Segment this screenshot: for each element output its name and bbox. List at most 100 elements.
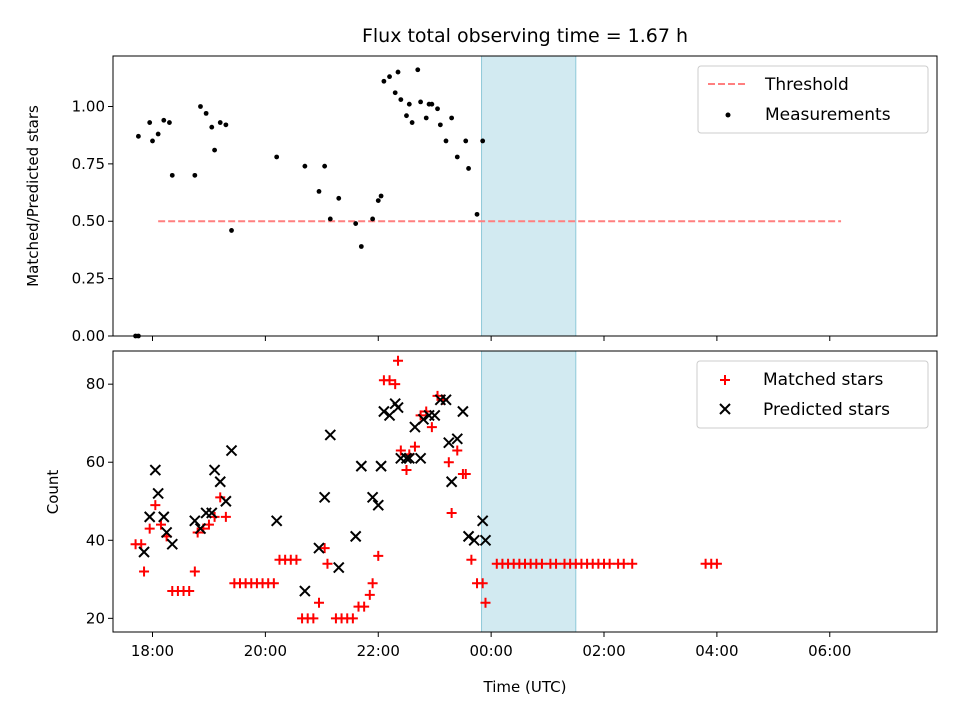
y-tick-label: 80	[86, 375, 105, 393]
matched-star-point	[359, 601, 370, 612]
predicted-star-point	[138, 546, 150, 558]
y-tick-label: 60	[86, 453, 105, 471]
matched-star-point	[446, 507, 457, 518]
measurement-point	[150, 138, 155, 144]
ratio-y-axis-label: Matched/Predicted stars	[24, 105, 42, 287]
measurement-point	[135, 133, 141, 139]
matched-star-point	[452, 445, 463, 456]
measurement-point	[429, 101, 435, 107]
matched-star-point	[395, 445, 406, 456]
predicted-star-point	[417, 413, 430, 426]
predicted-star-point	[400, 452, 413, 465]
matched-star-point	[308, 613, 319, 624]
matched-star-point	[551, 558, 562, 569]
measurement-point	[387, 74, 392, 80]
predicted-star-point	[333, 561, 345, 574]
x-tick-label: 18:00	[131, 642, 174, 660]
matched-star-point	[426, 422, 437, 433]
legend-predicted-swatch	[719, 403, 731, 415]
x-axis-label: Time (UTC)	[483, 678, 567, 696]
counts-y-ticks: 20 40 60 80	[86, 375, 113, 627]
predicted-star-point	[440, 394, 452, 406]
predicted-star-point	[166, 538, 178, 550]
matched-star-point	[139, 566, 150, 577]
predicted-star-point	[158, 511, 170, 523]
x-tick-label: 06:00	[808, 642, 851, 660]
measurement-point	[229, 228, 234, 233]
measurement-point	[415, 67, 421, 73]
matched-star-point	[390, 379, 401, 390]
matched-star-point	[443, 457, 454, 468]
measurement-point	[327, 216, 333, 222]
measurement-point	[435, 106, 440, 112]
predicted-star-point	[457, 405, 469, 418]
measurement-point	[409, 120, 415, 125]
predicted-star-point	[349, 530, 362, 543]
chart-title: Flux total observing time = 1.67 h	[362, 25, 688, 47]
matched-star-point	[627, 558, 638, 569]
predicted-star-point	[225, 444, 238, 457]
predicted-star-point	[414, 452, 427, 465]
matched-star-point	[618, 558, 629, 569]
legend-measurements-label: Measurements	[765, 105, 891, 125]
matched-star-point	[536, 558, 547, 569]
matched-star-point	[220, 511, 231, 522]
ratio-legend-box	[697, 65, 929, 134]
ratio-series	[133, 67, 842, 339]
ratio-x-ticks	[152, 336, 831, 341]
x-tick-label: 22:00	[357, 642, 400, 660]
predicted-star-point	[462, 530, 475, 543]
measurement-point	[147, 120, 153, 125]
observing-window-span-bottom	[481, 350, 577, 633]
matched-star-point	[136, 539, 147, 550]
counts-axes-frame	[112, 350, 938, 633]
predicted-star-point	[403, 452, 416, 465]
counts-legend: Matched stars Predicted stars	[696, 360, 929, 429]
y-tick-label: 0.25	[72, 270, 105, 288]
y-tick-label: 1.00	[72, 97, 105, 115]
legend-predicted-label: Predicted stars	[763, 400, 890, 420]
predicted-star-point	[428, 409, 441, 422]
counts-panel: 20 40 60 80 18:00 20:00 22:00 00:00 02:00 04:00 0…	[44, 350, 938, 696]
legend-threshold-label: Threshold	[764, 75, 849, 95]
predicted-star-point	[451, 433, 463, 445]
measurement-point	[358, 244, 364, 249]
predicted-star-point	[299, 585, 311, 597]
matched-star-point	[466, 554, 477, 565]
measurement-point	[212, 147, 217, 153]
counts-y-axis-label: Count	[44, 470, 62, 515]
legend-matched-swatch	[720, 375, 730, 385]
ratio-panel: 0.00 0.25 0.50 0.75 1.00 Matched/Predicted s…	[24, 55, 938, 345]
predicted-star-point	[372, 499, 384, 511]
measurement-point	[480, 138, 486, 144]
measurement-point	[169, 172, 175, 178]
measurement-point	[336, 195, 342, 201]
matched-star-point	[314, 597, 324, 608]
measurement-point	[378, 193, 384, 199]
measurement-point	[353, 221, 359, 226]
predicted-star-point	[392, 401, 404, 414]
predicted-star-point	[194, 522, 207, 535]
measurement-point	[395, 69, 401, 75]
counts-x-ticks: 18:00 20:00 22:00 00:00 02:00 04:00 06:00	[131, 632, 851, 660]
predicted-star-point	[206, 507, 218, 519]
counts-legend-box	[696, 360, 929, 429]
measurement-point	[463, 138, 469, 144]
matched-star-point	[189, 566, 200, 577]
measurement-point	[454, 154, 460, 160]
matched-star-point	[150, 500, 161, 511]
predicted-star-point	[152, 487, 164, 500]
matched-star-point	[367, 578, 378, 589]
y-tick-label: 0.00	[72, 327, 105, 345]
matched-star-point	[268, 578, 279, 589]
predicted-star-point	[468, 534, 480, 546]
matched-star-point	[364, 589, 375, 600]
shaded-observing-window	[481, 55, 577, 337]
measurement-point	[203, 110, 209, 116]
measurement-point	[474, 211, 480, 217]
measurement-point	[466, 166, 471, 171]
y-tick-label: 40	[86, 531, 105, 549]
predicted-star-point	[445, 476, 458, 488]
shaded-observing-window	[481, 350, 577, 633]
